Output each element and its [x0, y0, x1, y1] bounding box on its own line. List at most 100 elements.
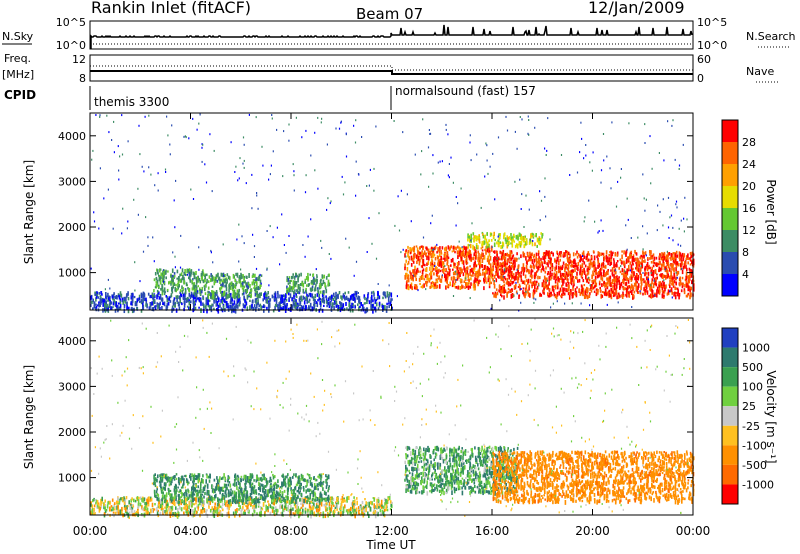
data-cell — [338, 307, 341, 311]
data-cell — [492, 292, 494, 295]
data-cell — [421, 264, 424, 269]
noise-cell — [361, 136, 363, 138]
data-cell — [160, 298, 163, 302]
data-cell — [499, 290, 501, 294]
data-cell — [278, 497, 280, 502]
data-cell — [94, 291, 96, 295]
data-cell — [242, 303, 245, 309]
data-cell — [657, 263, 660, 266]
data-cell — [252, 505, 254, 510]
noise-cell — [569, 174, 571, 176]
noise-cell — [532, 240, 534, 242]
data-cell — [565, 287, 567, 292]
data-cell — [166, 499, 168, 503]
data-cell — [548, 282, 550, 286]
data-cell — [640, 276, 642, 280]
data-cell — [588, 278, 591, 282]
noise-cell — [342, 193, 345, 196]
data-cell — [656, 289, 658, 294]
data-cell — [133, 307, 135, 312]
data-cell — [414, 284, 416, 288]
data-cell — [520, 242, 523, 245]
data-cell — [524, 293, 526, 299]
data-cell — [317, 290, 320, 294]
noise-cell — [525, 291, 527, 293]
noise-cell — [328, 253, 330, 255]
noise-cell — [276, 226, 278, 229]
data-cell — [182, 293, 185, 297]
data-cell — [637, 276, 639, 281]
data-cell — [386, 302, 388, 306]
data-cell — [267, 300, 270, 303]
data-cell — [635, 275, 637, 280]
data-cell — [495, 272, 497, 276]
data-cell — [583, 294, 586, 300]
noise-cell — [457, 202, 459, 205]
data-cell — [487, 276, 490, 279]
data-cell — [686, 267, 688, 272]
data-cell — [180, 293, 182, 296]
noise-cell — [321, 117, 323, 120]
data-cell — [293, 275, 296, 280]
data-cell — [119, 303, 122, 307]
noise-cell — [302, 244, 304, 246]
data-cell — [209, 500, 211, 505]
noise-cell — [373, 189, 375, 192]
data-cell — [619, 258, 622, 261]
data-cell — [314, 293, 317, 299]
data-cell — [436, 284, 439, 289]
data-cell — [433, 246, 436, 250]
data-cell — [474, 277, 477, 283]
data-cell — [514, 262, 516, 268]
data-cell — [160, 276, 162, 280]
noise-cell — [544, 195, 546, 198]
data-cell — [446, 262, 448, 266]
data-cell — [182, 296, 185, 301]
data-cell — [468, 249, 471, 255]
data-cell — [324, 282, 326, 288]
data-cell — [483, 286, 485, 291]
data-cell — [689, 257, 691, 260]
data-cell — [302, 508, 304, 513]
data-cell — [131, 292, 134, 298]
data-cell — [292, 273, 294, 276]
data-cell — [207, 303, 210, 308]
data-cell — [206, 278, 208, 284]
data-cell — [256, 288, 259, 291]
data-cell — [637, 262, 639, 267]
data-cell — [304, 510, 307, 514]
data-cell — [688, 267, 691, 271]
data-cell — [183, 271, 185, 276]
data-cell — [235, 294, 237, 298]
data-cell — [581, 252, 584, 257]
data-cell — [603, 265, 606, 269]
noise-cell — [614, 269, 617, 272]
data-cell — [193, 306, 195, 312]
data-cell — [201, 276, 203, 280]
data-cell — [505, 267, 508, 272]
data-cell — [187, 512, 190, 517]
data-cell — [634, 249, 636, 254]
data-cell — [489, 256, 492, 261]
data-cell — [286, 285, 288, 289]
noise-cell — [366, 251, 368, 253]
data-cell — [123, 296, 126, 302]
data-cell — [405, 272, 407, 276]
data-cell — [513, 240, 515, 243]
data-cell — [690, 286, 693, 291]
data-cell — [611, 267, 614, 271]
noise-cell — [243, 166, 245, 169]
data-cell — [661, 252, 663, 257]
data-cell — [554, 279, 557, 284]
data-cell — [150, 302, 152, 307]
data-cell — [469, 253, 471, 257]
data-cell — [430, 246, 433, 249]
data-cell — [455, 286, 458, 289]
noise-cell — [184, 273, 186, 276]
data-cell — [548, 272, 550, 275]
data-cell — [311, 286, 314, 290]
data-cell — [660, 273, 662, 278]
data-cell — [517, 286, 520, 289]
data-cell — [362, 304, 364, 308]
data-cell — [571, 260, 573, 263]
